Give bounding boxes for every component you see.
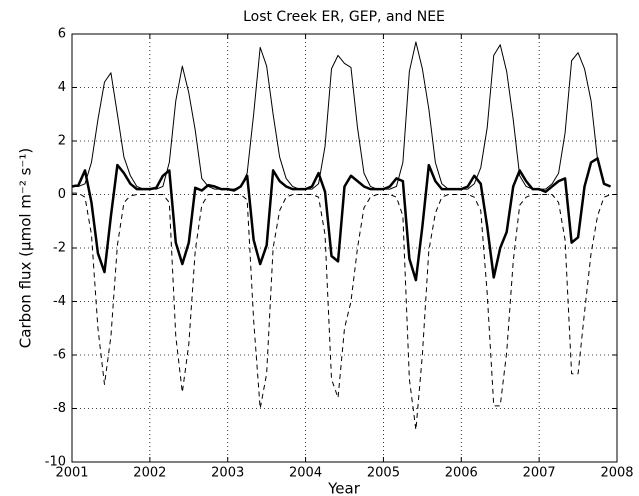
plot-frame [71,33,618,463]
x-tick-label: 2005 [367,466,400,481]
y-tick-label: 4 [58,80,66,95]
y-tick-label: 6 [58,27,66,42]
x-tick-label: 2002 [133,466,166,481]
y-axis-label: Carbon flux (μmol m⁻² s⁻¹) [17,148,35,348]
y-tick-label: -4 [53,294,66,309]
x-axis-label: Year [327,480,361,496]
x-tick-label: 2003 [211,466,244,481]
series-line [71,157,612,282]
x-tick-label: 2008 [600,466,633,481]
y-tick-label: 2 [58,134,66,149]
series-line [72,41,611,190]
x-tick-label: 2001 [55,466,88,481]
y-tick-label: 0 [58,187,66,202]
x-tick-label: 2004 [289,466,322,481]
y-tick-label: -8 [53,401,66,416]
y-tick-label: -2 [53,241,66,256]
series-line [72,192,611,431]
y-tick-label: -10 [45,455,66,470]
x-tick-label: 2006 [445,466,478,481]
chart-title: Lost Creek ER, GEP, and NEE [243,9,445,25]
y-tick-label: -6 [53,348,66,363]
x-tick-label: 2007 [523,466,556,481]
